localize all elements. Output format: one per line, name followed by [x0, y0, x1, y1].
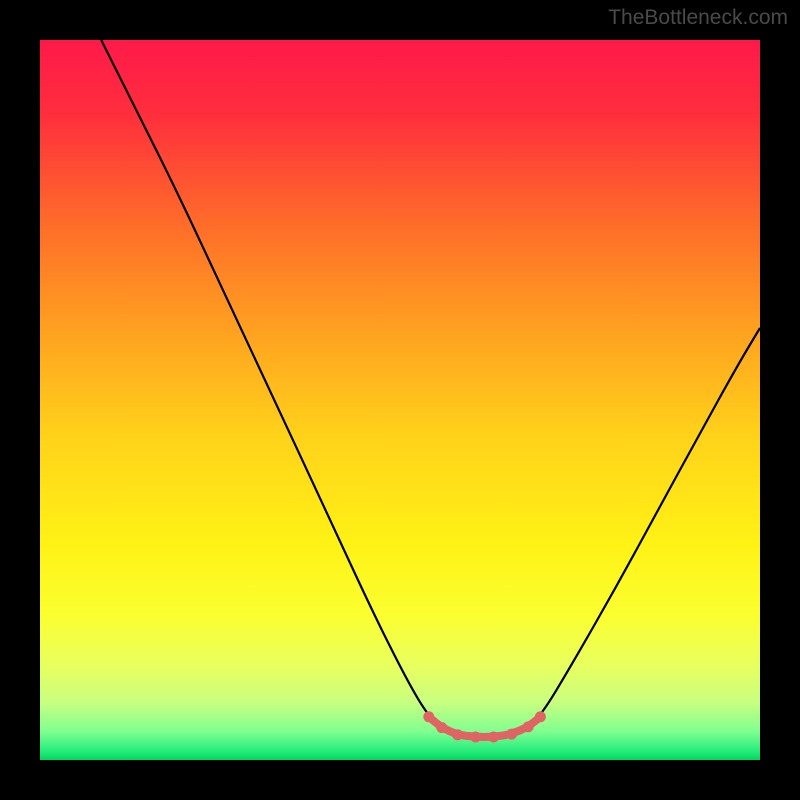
watermark-text: TheBottleneck.com	[608, 6, 788, 30]
curve-overlay	[40, 40, 760, 760]
valley-dot	[423, 711, 434, 722]
plot-area	[40, 40, 760, 760]
valley-dot	[506, 729, 517, 740]
valley-dot	[488, 731, 499, 742]
valley-dot	[436, 722, 447, 733]
valley-dot	[452, 729, 463, 740]
bottleneck-curve	[101, 40, 760, 737]
valley-dot	[470, 731, 481, 742]
valley-dot	[523, 721, 534, 732]
valley-dot	[535, 711, 546, 722]
chart-container: TheBottleneck.com	[0, 0, 800, 800]
